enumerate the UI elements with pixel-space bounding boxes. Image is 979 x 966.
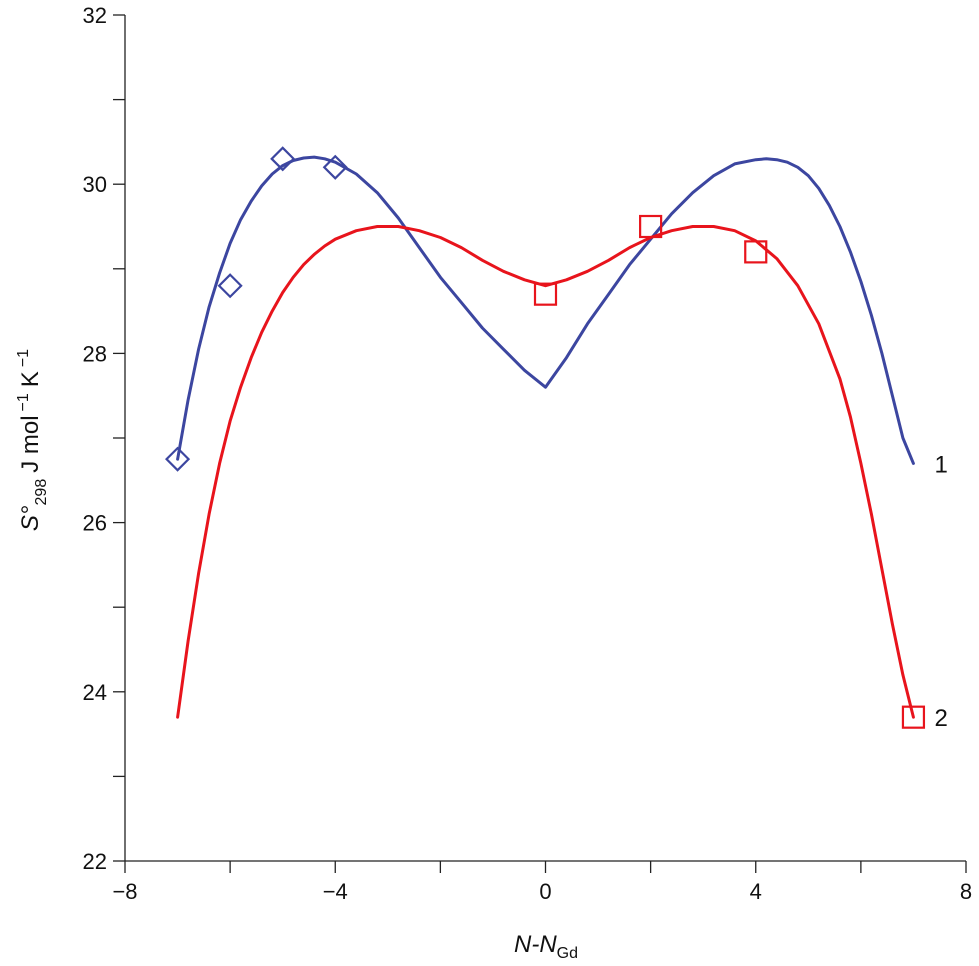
x-tick-label: 0 — [539, 879, 551, 904]
x-tick-label: 4 — [750, 879, 762, 904]
y-axis-title: S°298J mol−1K−1 — [15, 349, 50, 531]
series-2-line — [176, 225, 915, 719]
x-tick-label: 8 — [960, 879, 972, 904]
axes: 22 24 26 28 30 32 −8 −4 0 4 8 — [83, 3, 973, 904]
series-1-point — [165, 446, 191, 472]
y-tick-label: 32 — [83, 3, 107, 28]
series-1-line — [176, 155, 915, 465]
y-tick-label: 30 — [83, 172, 107, 197]
y-tick-label: 28 — [83, 341, 107, 366]
series-1-point — [217, 273, 243, 299]
y-tick-label: 22 — [83, 849, 107, 874]
series-2-point — [639, 214, 663, 239]
curve-label-2: 2 — [934, 705, 947, 732]
series-1-point — [322, 154, 348, 180]
series-2-point — [901, 705, 926, 729]
x-tick-label: −4 — [323, 879, 348, 904]
series-2-point — [533, 282, 558, 306]
series-2-point — [744, 240, 768, 264]
y-tick-label: 24 — [83, 680, 107, 705]
y-tick-label: 26 — [83, 511, 107, 536]
labels-layer: 12 — [934, 451, 947, 732]
x-tick-label: −8 — [112, 879, 137, 904]
x-axis-title: N-NGd — [514, 931, 578, 962]
series-layer — [165, 146, 926, 729]
series-1-point — [270, 146, 296, 172]
curve-label-1: 1 — [934, 451, 947, 478]
